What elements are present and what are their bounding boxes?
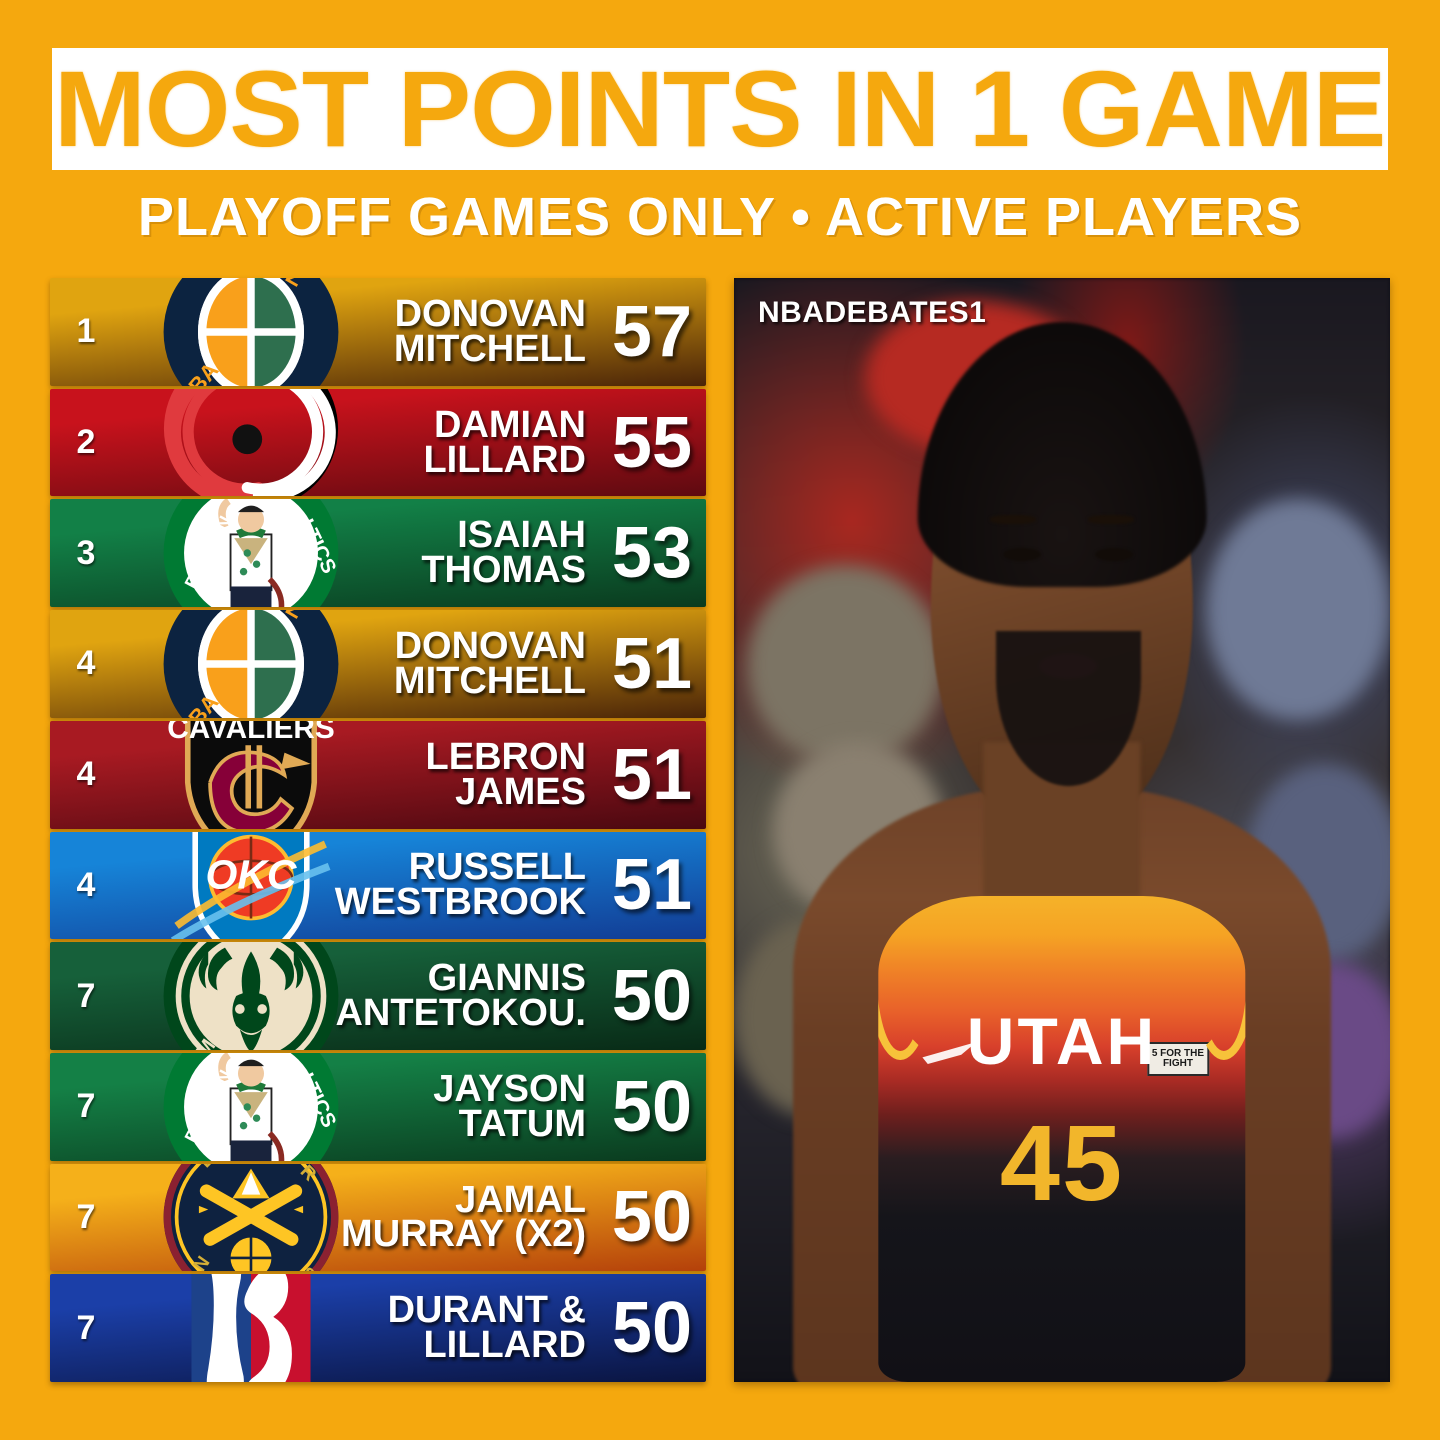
ranking-row[interactable]: 4 OKC RUSSELL WESTBROOK 51 — [50, 831, 706, 940]
svg-text:D: D — [194, 1164, 218, 1172]
player-name: LEBRON JAMES — [425, 735, 586, 813]
page-subtitle: PLAYOFF GAMES ONLY • ACTIVE PLAYERS — [137, 187, 1303, 247]
jazz-logo: U Z BA — [158, 278, 344, 386]
player-brow-left — [989, 515, 1036, 525]
ranking-row[interactable]: 4 U Z BA DONOVAN MITCHELL 51 — [50, 610, 706, 718]
svg-text:M: M — [192, 1035, 221, 1050]
cavaliers-logo: CAVALIERS — [158, 720, 344, 829]
rank-number: 2 — [76, 423, 96, 462]
points-value: 57 — [611, 291, 692, 372]
celtics-logo: BOSTON LTICS BOSTON — [158, 499, 344, 608]
svg-text:N: N — [189, 1253, 214, 1272]
svg-text:S: S — [296, 1264, 320, 1272]
player-photo-panel: 5 FOR THE FIGHT UTAH 45 NBADEBATES1 — [734, 278, 1390, 1382]
points-value: 55 — [611, 402, 692, 483]
points-value: 51 — [611, 734, 692, 815]
rank-number: 7 — [76, 976, 96, 1015]
nuggets-logo: D R N S — [158, 1163, 344, 1272]
bucks-logo: M S — [158, 942, 344, 1050]
points-value: 51 — [611, 623, 692, 704]
svg-text:OKC: OKC — [206, 852, 298, 898]
rank-number: 4 — [76, 644, 96, 683]
blazers-logo — [158, 388, 344, 497]
svg-text:U: U — [204, 610, 232, 613]
rank-number: 3 — [76, 533, 96, 572]
crowd-blob — [747, 565, 944, 764]
jersey-team-text: UTAH — [966, 1004, 1158, 1079]
svg-text:BOSTON: BOSTON — [180, 1066, 236, 1146]
rank-number: 4 — [76, 755, 96, 794]
jersey-patch: 5 FOR THE FIGHT — [1146, 1041, 1209, 1076]
points-value: 50 — [611, 1177, 692, 1258]
svg-text:CAVALIERS: CAVALIERS — [167, 721, 335, 745]
player-name: DONOVAN MITCHELL — [393, 625, 586, 702]
rank-number: 4 — [76, 865, 96, 904]
points-value: 51 — [611, 845, 692, 926]
jazz-logo: U Z BA — [158, 610, 344, 718]
ranking-row[interactable]: 7 DURANT & LILLARD 50 — [50, 1274, 706, 1383]
crowd-blob — [1206, 498, 1390, 720]
jersey-number-text: 45 — [999, 1102, 1125, 1224]
player-name: ISAIAH THOMAS — [421, 514, 586, 592]
thunder-logo: OKC — [158, 831, 344, 940]
svg-text:U: U — [204, 278, 232, 281]
player-name: RUSSELL WESTBROOK — [334, 846, 586, 924]
ranking-row[interactable]: 7 BOSTON LTICS BOSTON JAYSON TATUM 50 — [50, 1052, 706, 1161]
svg-text:LTICS: LTICS — [295, 1069, 341, 1131]
points-value: 50 — [611, 1066, 692, 1147]
ranking-row[interactable]: 2 DAMIAN LILLARD 55 — [50, 388, 706, 497]
points-value: 53 — [611, 513, 692, 594]
svg-text:BA: BA — [184, 358, 224, 386]
ranking-list: 1 U Z BA DONOVAN MITCHELL 57 2 — [50, 278, 706, 1383]
svg-text:Z: Z — [281, 278, 307, 292]
player-name: DAMIAN LILLARD — [423, 403, 586, 481]
player-eye-right — [1094, 548, 1133, 562]
svg-text:LTICS: LTICS — [295, 516, 341, 578]
rank-number: 7 — [76, 1197, 96, 1236]
player-name: JAYSON TATUM — [433, 1067, 586, 1145]
points-value: 50 — [611, 956, 692, 1037]
ranking-row[interactable]: 1 U Z BA DONOVAN MITCHELL 57 — [50, 278, 706, 386]
watermark-handle: NBADEBATES1 — [758, 296, 987, 329]
svg-text:S: S — [292, 1049, 319, 1050]
points-value: 50 — [611, 1288, 692, 1369]
player-name: GIANNIS ANTETOKOU. — [335, 957, 586, 1035]
svg-text:R: R — [297, 1164, 322, 1186]
player-name: DURANT & LILLARD — [387, 1289, 586, 1367]
player-name: DONOVAN MITCHELL — [393, 292, 586, 370]
celtics-logo: BOSTON LTICS BOSTON — [158, 1052, 344, 1161]
svg-text:Z: Z — [281, 610, 307, 624]
player-jersey: 5 FOR THE FIGHT UTAH 45 — [878, 896, 1246, 1382]
ranking-row[interactable]: 4 CAVALIERS LEBRON JAMES 51 — [50, 720, 706, 829]
rank-number: 7 — [76, 1087, 96, 1126]
ranking-row[interactable]: 7 D R N S JAMAL MURRAY (X2) 50 — [50, 1163, 706, 1272]
player-name: JAMAL MURRAY (X2) — [341, 1178, 586, 1256]
ranking-row[interactable]: 7 M S GIANNIS ANTETOKOU. 50 — [50, 942, 706, 1050]
player-brow-right — [1088, 515, 1135, 525]
nba-logo — [158, 1274, 344, 1383]
title-band: MOST POINTS IN 1 GAME — [52, 48, 1388, 170]
rank-number: 1 — [76, 312, 96, 351]
player-eye-left — [1002, 548, 1041, 562]
page-title: MOST POINTS IN 1 GAME — [54, 48, 1386, 170]
rank-number: 7 — [76, 1308, 96, 1347]
svg-text:BOSTON: BOSTON — [180, 513, 236, 593]
ranking-row[interactable]: 3 BOSTON LTICS BOSTON ISAIAH THOMAS 53 — [50, 499, 706, 608]
svg-text:BA: BA — [184, 690, 224, 718]
